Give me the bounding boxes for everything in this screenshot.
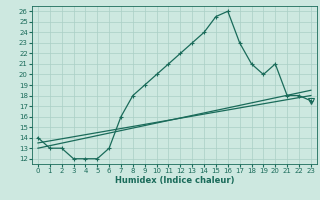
X-axis label: Humidex (Indice chaleur): Humidex (Indice chaleur) [115, 176, 234, 185]
